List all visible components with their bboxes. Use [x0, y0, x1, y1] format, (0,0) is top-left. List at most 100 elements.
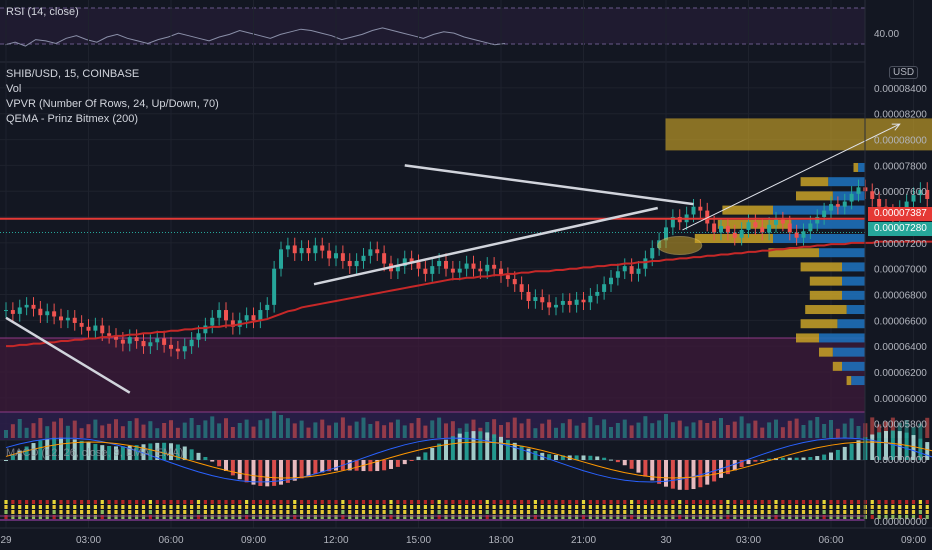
strip-cell [162, 505, 166, 509]
candle-body [65, 317, 70, 321]
strip-cell [698, 515, 702, 519]
strip-cell [540, 500, 544, 504]
strip-cell [554, 505, 558, 509]
strip-cell [437, 500, 441, 504]
candle-body [120, 339, 125, 344]
strip-cell [581, 515, 586, 519]
strip-cell [93, 510, 97, 514]
macd-histogram-bar [822, 454, 827, 460]
candle-body [52, 311, 57, 317]
macd-histogram-bar [114, 446, 118, 460]
vpvr-up-bar [722, 205, 773, 215]
candle-body [670, 217, 675, 228]
candle-body [107, 333, 112, 336]
strip-cell [355, 515, 359, 519]
strip-cell [643, 505, 647, 509]
volume-bar [643, 416, 648, 438]
volume-bar [890, 417, 895, 438]
vpvr-up-bar [694, 234, 773, 244]
strip-cell [815, 510, 819, 514]
volume-bar [423, 425, 428, 438]
indicator-legend-vol[interactable]: Vol [6, 83, 22, 95]
candle-body [244, 315, 249, 321]
strip-cell [265, 500, 269, 504]
strip-cell [856, 510, 861, 514]
macd-histogram-bar [780, 457, 785, 460]
price-tick-label: 0.00008000 [874, 136, 927, 147]
strip-cell [238, 515, 242, 519]
volume-bar [395, 419, 400, 438]
strip-cell [712, 505, 716, 509]
strip-cell [100, 500, 104, 504]
strip-cell [609, 505, 613, 509]
macd-histogram-bar [375, 460, 380, 472]
volume-bar [753, 420, 758, 438]
strip-cell [313, 500, 317, 504]
macd-histogram-bar [925, 442, 930, 460]
macd-histogram-bar [670, 460, 675, 489]
candle-body [787, 223, 792, 233]
strip-cell [148, 510, 152, 514]
candle-body [739, 229, 744, 238]
strip-cell [135, 510, 139, 514]
volume-bar [540, 423, 545, 438]
strip-cell [190, 510, 194, 514]
strip-cell [643, 515, 647, 519]
strip-cell [107, 505, 111, 509]
strip-cell [609, 510, 613, 514]
strip-cell [231, 515, 235, 519]
volume-bar [189, 418, 194, 438]
candle-body [437, 260, 442, 267]
strip-cell [905, 510, 909, 514]
strip-cell [121, 510, 125, 514]
strip-cell [746, 510, 751, 514]
macd-legend[interactable]: MACD (12, 26, close, 9, EMA, EMA) [6, 447, 184, 459]
candle-body [464, 263, 469, 269]
strip-cell [444, 505, 448, 509]
candle-body [4, 310, 8, 312]
macd-histogram-bar [437, 443, 442, 460]
strip-cell [458, 515, 462, 519]
indicator-legend-qema[interactable]: QEMA - Prinz Bitmex (200) [6, 113, 139, 125]
strip-cell [643, 510, 647, 514]
projection-arrow [682, 123, 900, 231]
strip-cell [348, 500, 352, 504]
strip-cell [66, 500, 70, 504]
strip-cell [712, 515, 716, 519]
strip-cell [389, 500, 393, 504]
strip-cell [788, 515, 792, 519]
strip-cell [499, 500, 503, 504]
strip-cell [279, 500, 283, 504]
macd-histogram-bar [526, 448, 531, 460]
strip-cell [829, 505, 833, 509]
volume-bar [65, 425, 70, 438]
strip-cell [671, 510, 675, 514]
macd-histogram-bar [402, 460, 407, 465]
macd-histogram-bar [347, 460, 352, 471]
rsi-legend[interactable]: RSI (14, close) [6, 6, 79, 18]
strip-cell [59, 510, 63, 514]
strip-cell [905, 500, 909, 504]
candle-body [767, 224, 772, 233]
vpvr-up-bar [846, 376, 852, 386]
volume-bar [134, 418, 139, 438]
strip-cell [25, 510, 29, 514]
candle-body [93, 325, 98, 331]
candle-body [794, 232, 799, 238]
strip-cell [856, 500, 861, 504]
macd-histogram-bar [533, 450, 538, 460]
strip-cell [217, 505, 221, 509]
strip-cell [843, 515, 847, 519]
macd-histogram-bar [849, 443, 854, 460]
strip-cell [891, 500, 895, 504]
candle-body [643, 258, 648, 269]
strip-cell [506, 505, 510, 509]
macd-histogram-bar [609, 459, 613, 461]
symbol-legend[interactable]: SHIB/USD, 15, COINBASE [6, 68, 140, 80]
volume-bar [258, 420, 263, 438]
volume-bar [760, 427, 765, 438]
currency-badge[interactable]: USD [889, 66, 919, 79]
strip-cell [870, 505, 874, 509]
indicator-legend-vpvr[interactable]: VPVR (Number Of Rows, 24, Up/Down, 70) [6, 98, 219, 110]
